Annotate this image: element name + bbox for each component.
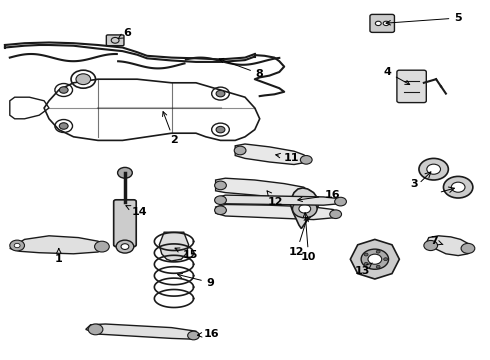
FancyBboxPatch shape — [397, 70, 426, 103]
Circle shape — [375, 21, 381, 26]
Circle shape — [59, 87, 68, 93]
Circle shape — [383, 21, 389, 26]
Circle shape — [121, 244, 129, 249]
Text: 5: 5 — [386, 13, 462, 25]
Circle shape — [215, 181, 226, 190]
Circle shape — [10, 240, 24, 251]
Circle shape — [299, 204, 311, 213]
Text: 3: 3 — [410, 179, 418, 189]
Circle shape — [293, 200, 317, 218]
Circle shape — [188, 331, 199, 340]
Text: 4: 4 — [383, 67, 410, 85]
FancyBboxPatch shape — [370, 14, 394, 32]
Circle shape — [461, 243, 475, 253]
Polygon shape — [216, 204, 338, 220]
Circle shape — [215, 196, 226, 204]
Circle shape — [443, 176, 473, 198]
Circle shape — [95, 241, 109, 252]
Circle shape — [364, 262, 368, 265]
Text: 12: 12 — [267, 191, 284, 207]
Circle shape — [59, 123, 68, 129]
Circle shape — [335, 197, 346, 206]
Circle shape — [384, 258, 388, 261]
Polygon shape — [235, 144, 309, 165]
Circle shape — [419, 158, 448, 180]
Text: 14: 14 — [126, 206, 147, 217]
Text: 8: 8 — [219, 58, 264, 79]
Text: 11: 11 — [276, 153, 299, 163]
Polygon shape — [426, 236, 473, 256]
Circle shape — [116, 240, 134, 253]
Polygon shape — [216, 178, 309, 198]
Circle shape — [216, 126, 225, 133]
Circle shape — [300, 156, 312, 164]
Text: 15: 15 — [175, 248, 198, 260]
Circle shape — [88, 324, 103, 335]
Text: 13: 13 — [355, 263, 372, 276]
Circle shape — [234, 146, 246, 155]
FancyBboxPatch shape — [114, 200, 136, 247]
Circle shape — [427, 164, 441, 174]
Circle shape — [300, 189, 312, 198]
Text: 16: 16 — [298, 190, 340, 202]
Circle shape — [361, 249, 389, 269]
Polygon shape — [350, 239, 399, 279]
Polygon shape — [86, 324, 198, 339]
Polygon shape — [159, 232, 189, 261]
Text: 16: 16 — [197, 329, 220, 339]
FancyBboxPatch shape — [106, 35, 124, 46]
Circle shape — [368, 254, 382, 264]
Polygon shape — [291, 188, 318, 229]
Circle shape — [14, 243, 20, 248]
Circle shape — [376, 250, 380, 253]
Circle shape — [364, 253, 368, 256]
Text: 2: 2 — [163, 112, 178, 145]
Circle shape — [376, 265, 380, 268]
Polygon shape — [216, 195, 343, 205]
Circle shape — [424, 240, 438, 251]
Circle shape — [76, 74, 91, 85]
Text: 9: 9 — [178, 273, 215, 288]
Text: 1: 1 — [55, 248, 63, 264]
Circle shape — [118, 167, 132, 178]
Text: 10: 10 — [301, 213, 317, 262]
Circle shape — [215, 206, 226, 215]
Circle shape — [330, 210, 342, 219]
Text: 12: 12 — [289, 217, 308, 257]
Circle shape — [451, 182, 465, 192]
Text: 7: 7 — [430, 236, 443, 246]
Polygon shape — [10, 236, 108, 254]
Text: 6: 6 — [118, 28, 131, 39]
Circle shape — [216, 90, 225, 97]
